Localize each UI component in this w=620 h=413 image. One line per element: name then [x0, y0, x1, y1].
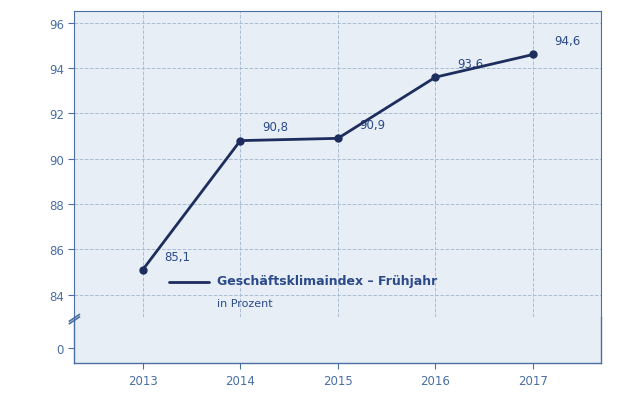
Text: 85,1: 85,1	[164, 250, 190, 263]
Text: 90,9: 90,9	[360, 119, 386, 132]
Text: 94,6: 94,6	[554, 35, 581, 48]
Text: 93,6: 93,6	[457, 58, 483, 71]
Text: 90,8: 90,8	[262, 121, 288, 134]
Text: Geschäftsklimaindex – Frühjahr: Geschäftsklimaindex – Frühjahr	[217, 274, 437, 287]
Text: in Prozent: in Prozent	[217, 299, 272, 309]
